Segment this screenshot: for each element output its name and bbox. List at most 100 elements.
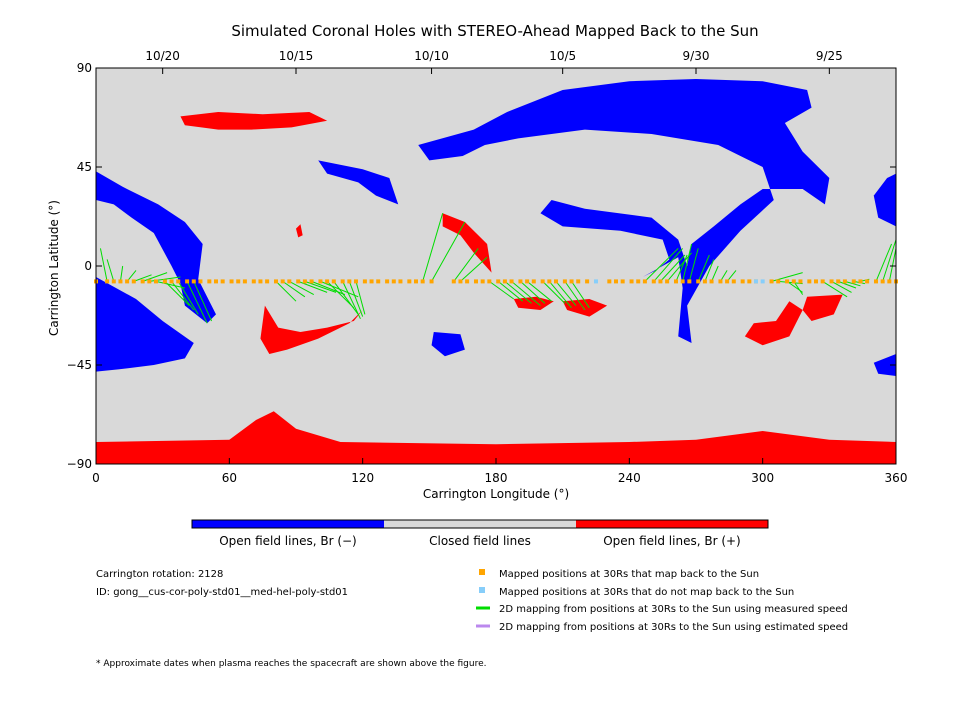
mapped-point <box>465 279 470 284</box>
y-axis-label: Carrington Latitude (°) <box>47 200 61 336</box>
mapped-point <box>636 279 641 284</box>
positive-open-region <box>180 112 328 130</box>
top-date-label: 10/15 <box>279 49 314 63</box>
mapped-point <box>651 279 656 284</box>
mapped-point <box>776 279 781 284</box>
mapped-point <box>709 279 714 284</box>
mapping-line <box>333 281 359 315</box>
mapped-point <box>562 279 567 284</box>
y-tick-label: −45 <box>67 358 92 372</box>
mapped-point <box>674 279 678 284</box>
mapped-point <box>547 279 552 284</box>
mapping-line <box>193 281 213 322</box>
mapping-line <box>548 281 572 309</box>
mapped-point <box>265 279 270 284</box>
mapping-line <box>275 281 297 302</box>
mapped-point <box>880 279 885 284</box>
mapped-point <box>525 279 530 284</box>
top-date-label: 10/10 <box>414 49 449 63</box>
x-axis-label: Carrington Longitude (°) <box>423 487 569 501</box>
x-tick-label: 120 <box>351 471 374 485</box>
mapped-point <box>531 279 536 284</box>
mapped-point <box>887 279 892 284</box>
colorbar-negative <box>192 520 384 528</box>
top-date-label: 10/5 <box>549 49 576 63</box>
mapped-point <box>191 279 196 284</box>
mapped-point <box>874 279 878 284</box>
colorbar: Open field lines, Br (−) Closed field li… <box>191 519 769 548</box>
colorbar-label-negative: Open field lines, Br (−) <box>219 534 357 548</box>
mapped-point <box>125 279 130 284</box>
legend-measured-label: 2D mapping from positions at 30Rs to the… <box>499 604 848 615</box>
axis-ticks: 0 60 120 180 240 300 360 90 45 0 −45 −90 10/20 10/15 1… <box>67 49 908 485</box>
negative-open-region <box>873 173 896 227</box>
mapped-point <box>318 279 323 284</box>
negative-open-region <box>318 160 399 205</box>
mapped-point <box>702 279 707 284</box>
mapping-line <box>644 248 679 282</box>
x-tick-label: 360 <box>885 471 908 485</box>
mapped-point <box>836 279 841 284</box>
mapped-point <box>207 279 212 284</box>
mapping-line <box>838 280 857 289</box>
x-tick-label: 0 <box>92 471 100 485</box>
unmapped-point <box>760 279 765 284</box>
mapping-line <box>142 272 168 282</box>
colorbar-positive <box>576 520 768 528</box>
open-positive-regions <box>96 112 896 464</box>
top-date-label: 9/25 <box>816 49 843 63</box>
mapped-point <box>362 279 367 284</box>
mapped-point <box>540 279 545 284</box>
mapped-point <box>229 279 234 284</box>
mapped-point <box>554 279 558 284</box>
legend-estimated-label: 2D mapping from positions at 30Rs to the… <box>499 622 848 633</box>
mapped-point <box>287 279 292 284</box>
mapping-line <box>422 213 444 282</box>
mapped-point <box>680 279 685 284</box>
mapped-point <box>658 279 663 284</box>
mapped-point <box>696 279 701 284</box>
mapped-point <box>496 279 501 284</box>
mapped-point <box>131 279 136 284</box>
mapped-point <box>842 279 847 284</box>
mapped-point <box>258 279 263 284</box>
mapped-point <box>865 279 870 284</box>
mapping-line <box>831 280 852 293</box>
mapping-line <box>289 280 315 296</box>
negative-open-region <box>96 171 216 324</box>
mapping-line <box>793 281 804 295</box>
mapped-point <box>576 279 581 284</box>
negative-open-region <box>431 332 465 357</box>
mapped-point <box>614 279 618 284</box>
carrington-rotation: Carrington rotation: 2128 <box>96 569 223 580</box>
mapped-point <box>687 279 692 284</box>
mapped-point <box>354 279 358 284</box>
x-tick-label: 60 <box>222 471 237 485</box>
mapped-point <box>407 279 412 284</box>
top-date-label: 9/30 <box>683 49 710 63</box>
mapped-point <box>429 279 434 284</box>
y-tick-label: 90 <box>77 61 92 75</box>
mapping-line <box>460 256 488 282</box>
mapped-point <box>309 279 314 284</box>
mapped-point <box>236 279 241 284</box>
mapped-point <box>391 279 396 284</box>
positive-open-region <box>96 411 896 464</box>
mapping-line <box>497 281 523 302</box>
mapped-point <box>569 279 574 284</box>
mapping-line <box>526 281 552 302</box>
mapping-line <box>511 281 541 306</box>
negative-open-region <box>96 277 194 372</box>
positive-open-region <box>744 301 803 346</box>
mapped-point <box>858 279 863 284</box>
chart-title: Simulated Coronal Holes with STEREO-Ahea… <box>231 22 758 40</box>
mapping-line <box>119 265 124 282</box>
mapping-line <box>697 254 710 282</box>
mapped-point <box>296 279 301 284</box>
mapped-point <box>487 279 492 284</box>
mapped-point <box>251 279 256 284</box>
mapping-line <box>555 281 577 306</box>
mapping-line <box>282 280 306 298</box>
unmapped-point <box>594 279 598 284</box>
mapping-line <box>844 280 861 287</box>
